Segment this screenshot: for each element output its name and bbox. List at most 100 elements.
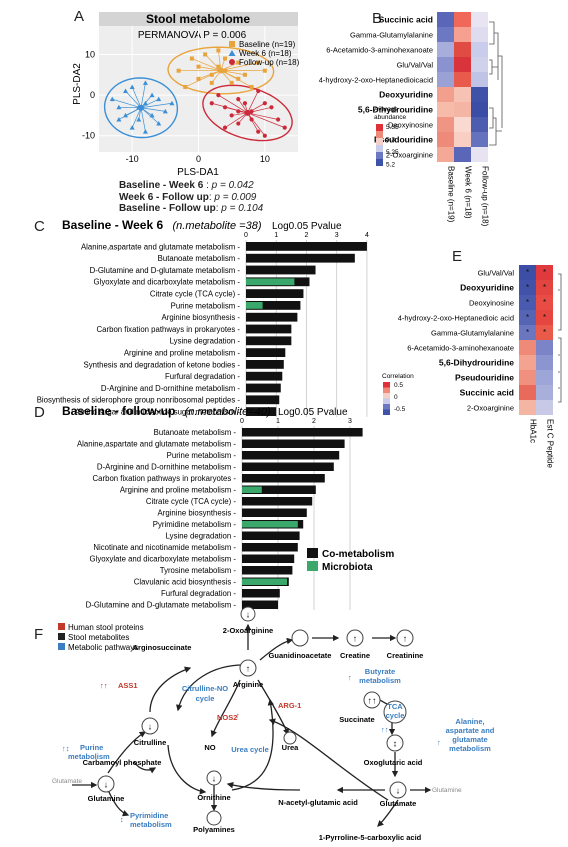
spoke-2-3 (247, 102, 266, 114)
heat-row-label-1: Gamma-Glutamylalanine (350, 31, 433, 40)
corr-colorbar-tick-1: 0 (394, 394, 398, 401)
legend-swatch-pathways (58, 643, 65, 650)
point-1-17 (116, 116, 122, 122)
node-circle-oxoglutaric (386, 734, 404, 752)
arrow-up-butyrate: ↑ (348, 673, 352, 682)
heat-cell-0-1 (454, 12, 471, 27)
corr-row-label-2: Deoxyinosine (469, 299, 514, 308)
bar-label-11: Furfural degradation - (165, 372, 240, 381)
colorbar-title-2: abundance (374, 114, 407, 121)
node-circle-polyamines (206, 810, 222, 826)
spoke-1-11 (140, 94, 153, 108)
heat-cell-5-2 (471, 87, 488, 102)
spoke-2-2 (247, 111, 252, 114)
point-1-7 (142, 80, 148, 85)
bar-cometabolism-5 (242, 485, 316, 494)
corr-row-label-6: 5,6-Dihydrouridine (439, 358, 514, 368)
point-2-13 (209, 101, 214, 106)
corr-cell-2-0 (519, 295, 536, 310)
bar-label-2: D-Glutamine and D-glutamate metabolism - (90, 266, 241, 275)
centroid-1 (138, 104, 145, 111)
corr-col-label-1: Est C Peptide (546, 419, 555, 468)
arrows-purine: ↑↕ (62, 744, 70, 753)
heat-col-label-1: Week 6 (n=18) (464, 166, 473, 219)
point-0-10 (249, 84, 254, 89)
spoke-0-16 (198, 70, 221, 80)
ellipse-1 (103, 77, 179, 139)
pathway-citrulline-no: Citrulline-NO cycle (182, 684, 228, 703)
bar-cometabolism-4 (242, 474, 325, 483)
glutamate-to-ornithine-long (268, 718, 389, 801)
legend-label-proteins: Human stool proteins (68, 623, 144, 632)
stat-row-2: Week 6 - Follow up: p = 0.009 (119, 191, 257, 203)
corr-row-label-7: Pseudouridine (455, 373, 514, 383)
corr-colorbar-step-3 (383, 398, 390, 404)
corr-cell-0-1 (536, 265, 553, 280)
legend-label-followup: Follow-up (n=18) (239, 58, 300, 67)
point-2-5 (236, 121, 241, 126)
bar-label-12: Tyrosine metabolism - (160, 566, 237, 575)
spoke-1-6 (131, 107, 142, 128)
node-label-creatinine: Creatinine (387, 651, 424, 660)
corr-colorbar-title: Correlation (382, 373, 414, 380)
bar-cometabolism-14 (242, 589, 280, 598)
glutamine-to-pyrimidine (107, 789, 130, 817)
spoke-2-10 (244, 103, 248, 114)
node-trend-arrow-8: ↓ (104, 780, 109, 790)
stat-row-3: Baseline - Follow up: p = 0.104 (119, 203, 264, 214)
heat-row-label-0: Succinic acid (379, 15, 433, 25)
bar-label-0: Butanoate metabolism - (154, 428, 237, 437)
bar-cometabolism-1 (246, 253, 355, 263)
bar-microbiota-13 (242, 578, 287, 585)
heat-cell-2-0 (437, 42, 454, 57)
heat-cell-0-2 (471, 12, 488, 27)
point-0-16 (196, 76, 201, 81)
bar-cometabolism-8 (242, 520, 304, 529)
point-2-2 (249, 109, 254, 114)
bar-label-8: Pyrimidine metabolism - (153, 520, 237, 529)
heat-cell-9-1 (454, 147, 471, 162)
point-1-6 (129, 125, 135, 130)
ellipse-2 (202, 84, 293, 142)
bar-label-7: Carbon fixation pathways in prokaryotes … (97, 325, 241, 334)
node-label-oxoarginine: 2-Oxoarginine (223, 626, 273, 635)
corr-cell-9-0 (519, 400, 536, 415)
point-1-15 (129, 84, 135, 89)
bar-label-2: Purine metabolism - (167, 451, 237, 460)
bar-label-6: Arginine biosynthesis - (162, 313, 241, 322)
point-0-4 (223, 68, 228, 73)
stat-row-1: Baseline - Week 6 : p = 0.042 (119, 180, 254, 191)
corr-colorbar-tick-0: 0.5 (394, 382, 403, 389)
node-label-nacetyl: N-acetyl-glutamic acid (278, 798, 358, 807)
bar-label-15: D-Glutamine and D-glutamate metabolism - (86, 601, 237, 610)
point-2-12 (249, 117, 254, 122)
point-1-1 (123, 88, 129, 94)
arrow-up-alanine: ↑ (437, 738, 441, 747)
corr-cell-4-0 (519, 325, 536, 340)
colorbar-step-1 (376, 131, 383, 138)
heat-cell-6-0 (437, 102, 454, 117)
legend-label-cometabolism: Co-metabolism (322, 549, 394, 560)
spoke-0-15 (220, 70, 239, 80)
spoke-0-1 (198, 66, 221, 71)
spoke-2-14 (247, 112, 266, 136)
corr-row-label-3: 4-hydroxy-2-oxo-Heptanedioic acid (398, 314, 514, 323)
node-circle-oxoarginine (240, 606, 256, 622)
point-1-4 (136, 116, 142, 122)
bar-label-10: Synthesis and degradation of ketone bodi… (84, 360, 241, 369)
legend-swatch-microbiota (307, 561, 318, 571)
point-1-16 (169, 100, 175, 106)
point-0-6 (242, 72, 247, 77)
star-0-0: * (526, 268, 529, 277)
bar-cometabolism-4 (246, 289, 304, 298)
node-circle-glutamate (389, 781, 407, 799)
node-circle-ornithine (206, 770, 222, 786)
spoke-1-0 (140, 102, 146, 108)
x-tick-label: 10 (260, 154, 270, 164)
corr-colorbar-step-1 (383, 387, 390, 393)
point-0-5 (236, 60, 241, 65)
heat-cell-8-1 (454, 132, 471, 147)
